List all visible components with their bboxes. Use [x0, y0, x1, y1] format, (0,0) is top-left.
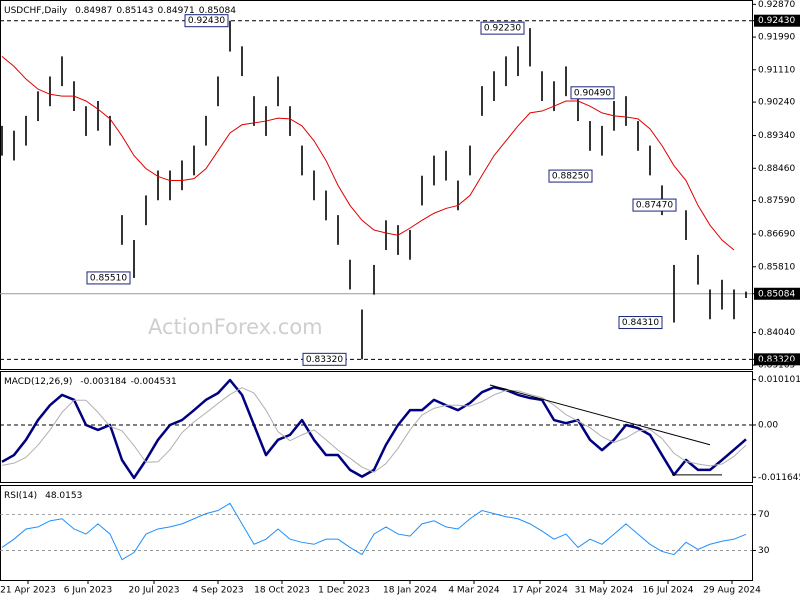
header-text: RSI(14) — [4, 491, 37, 501]
y-tick-label: 70 — [758, 510, 770, 520]
y-tick-label: -0.011645 — [758, 473, 800, 483]
x-tick-label: 4 Sep 2023 — [192, 586, 243, 596]
y-tick-highlight — [754, 14, 800, 27]
x-tick-label: 4 Mar 2024 — [448, 586, 500, 596]
level-label: 0.88250 — [552, 172, 589, 182]
panel-frame — [0, 0, 753, 370]
y-tick-label: 0.86690 — [758, 230, 795, 240]
header-text: 0.85143 — [116, 6, 153, 16]
header-text: 0.84987 — [75, 6, 112, 16]
x-tick-label: 18 Oct 2023 — [254, 586, 310, 596]
panel-header: RSI(14) 48.0153 — [4, 491, 82, 501]
panel-header: USDCHF,Daily 0.84987 0.85143 0.84971 0.85084 — [4, 6, 236, 16]
trendline — [489, 384, 711, 446]
level-box — [632, 198, 677, 212]
x-tick-label: 20 Jul 2023 — [129, 586, 180, 596]
y-tick-label: 0.88460 — [758, 164, 795, 174]
header-text: 0.84971 — [158, 6, 195, 16]
panel-header: MACD(12,26,9) -0.003184 -0.004531 — [4, 377, 177, 387]
level-label: 0.92430 — [188, 16, 225, 26]
level-label: 0.85510 — [90, 273, 127, 283]
indicator-line — [1, 387, 747, 473]
level-box — [618, 316, 663, 330]
header-text: MACD(12,26,9) — [4, 377, 72, 387]
y-tick-label: 0.90240 — [758, 98, 795, 108]
y-tick-label: 0.010101 — [758, 375, 800, 385]
level-box — [548, 169, 593, 183]
header-text: 0.85084 — [199, 6, 236, 16]
level-label: 0.90490 — [574, 88, 611, 98]
level-label: 0.92230 — [484, 24, 521, 34]
y-tick-label: 0.85810 — [758, 262, 795, 272]
y-tick-label: 0.89340 — [758, 131, 795, 141]
y-tick-label: 0.91110 — [758, 65, 795, 75]
level-box — [480, 21, 525, 35]
level-box — [184, 14, 229, 28]
x-tick-label: 1 Dec 2023 — [318, 586, 370, 596]
y-tick-highlight — [754, 353, 800, 366]
y-tick-label: 0.84040 — [758, 328, 795, 338]
y-tick-label: 30 — [758, 546, 770, 556]
x-tick-label: 31 May 2024 — [575, 586, 634, 596]
level-box — [302, 352, 347, 366]
level-box — [86, 271, 131, 285]
watermark: ActionForex.com — [148, 315, 323, 339]
header-text: -0.004531 — [131, 377, 177, 387]
level-label: 0.87470 — [636, 201, 673, 211]
y-tick-label: 0.92430 — [758, 16, 795, 26]
header-text: 48.0153 — [45, 491, 82, 501]
y-tick-label: 0.92870 — [758, 0, 795, 10]
y-tick-label: 0.83320 — [758, 355, 795, 365]
x-tick-label: 16 Jul 2024 — [643, 586, 694, 596]
y-tick-highlight — [754, 287, 800, 300]
moving-average — [1, 56, 735, 251]
header-text: -0.003184 — [80, 377, 126, 387]
x-tick-label: 17 Apr 2024 — [512, 586, 568, 596]
panel-frame — [0, 485, 753, 581]
y-tick-label: 0.00 — [758, 420, 778, 430]
level-box — [570, 86, 615, 100]
y-tick-label: 0.91990 — [758, 33, 795, 43]
y-tick-label: 0.87590 — [758, 196, 795, 206]
header-text: USDCHF,Daily — [4, 6, 68, 16]
level-label: 0.84310 — [622, 318, 659, 328]
x-tick-label: 18 Jan 2024 — [383, 586, 437, 596]
panel-frame — [0, 371, 753, 483]
y-tick-label: 0.83165 — [758, 361, 795, 371]
x-tick-label: 29 Aug 2024 — [703, 586, 761, 596]
indicator-line — [1, 502, 747, 561]
level-label: 0.83320 — [306, 355, 343, 365]
x-tick-label: 21 Apr 2023 — [0, 586, 56, 596]
y-tick-label: 0.85084 — [758, 289, 795, 299]
indicator-line — [1, 378, 747, 480]
x-tick-label: 6 Jun 2023 — [64, 586, 112, 596]
